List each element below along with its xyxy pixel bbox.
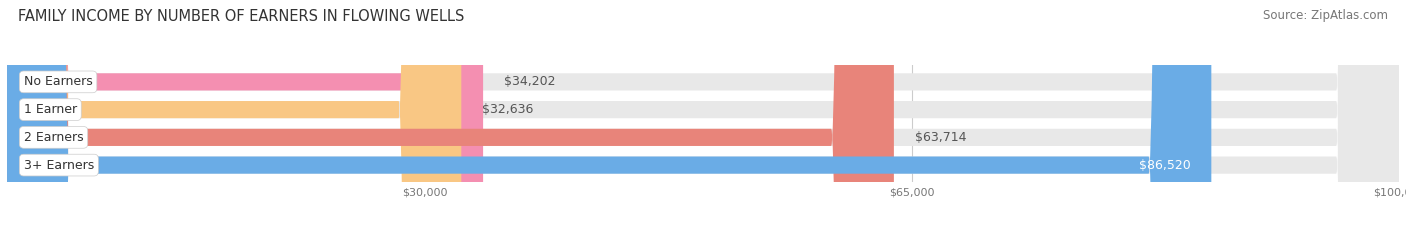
Text: $34,202: $34,202 — [503, 75, 555, 88]
Text: $63,714: $63,714 — [915, 131, 966, 144]
FancyBboxPatch shape — [7, 0, 461, 233]
FancyBboxPatch shape — [7, 0, 1399, 233]
Text: 1 Earner: 1 Earner — [24, 103, 77, 116]
Text: No Earners: No Earners — [24, 75, 93, 88]
Text: $86,520: $86,520 — [1139, 159, 1191, 171]
Text: $32,636: $32,636 — [482, 103, 533, 116]
FancyBboxPatch shape — [7, 0, 1399, 233]
Text: 3+ Earners: 3+ Earners — [24, 159, 94, 171]
FancyBboxPatch shape — [7, 0, 1212, 233]
Text: Source: ZipAtlas.com: Source: ZipAtlas.com — [1263, 9, 1388, 22]
FancyBboxPatch shape — [7, 0, 1399, 233]
FancyBboxPatch shape — [7, 0, 1399, 233]
FancyBboxPatch shape — [7, 0, 484, 233]
Text: FAMILY INCOME BY NUMBER OF EARNERS IN FLOWING WELLS: FAMILY INCOME BY NUMBER OF EARNERS IN FL… — [18, 9, 464, 24]
Text: 2 Earners: 2 Earners — [24, 131, 83, 144]
FancyBboxPatch shape — [7, 0, 894, 233]
